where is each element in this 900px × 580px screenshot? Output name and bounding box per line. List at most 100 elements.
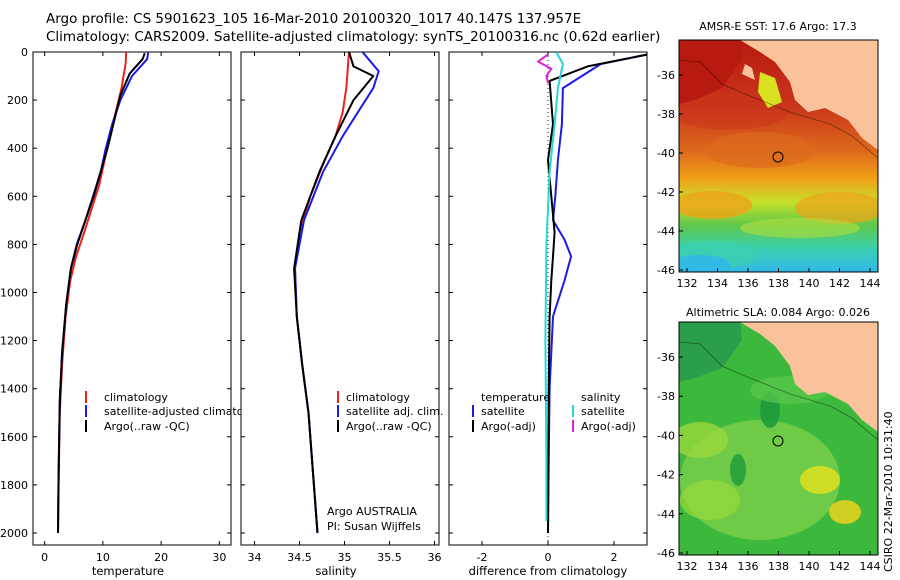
salinity-ticks: 34 34.5 35 35.5 36 [241,51,442,564]
sst-map: AMSR-E SST: 17.6 Argo: 17.3 132 134 136 138… [657,20,880,290]
sla-map-lat-label: -46 [657,547,675,560]
depth-tick-label: 1000 [0,286,28,299]
sla-map-lon-label: 144 [860,560,881,573]
difference-legend: temperature satellite Argo(-adj) salinit… [472,391,636,433]
sst-warm-gulf [758,72,782,108]
temperature-xtick-label: 0 [41,551,48,564]
depth-tick-label: 1400 [0,383,28,396]
salinity-legend: climatology satellite adj. clim. Argo(..… [337,391,443,433]
legend-header-salinity: salinity [581,391,621,404]
temperature-panel: 0 10 20 30 0 200 400 600 800 1000 1200 1400 1600 1800… [0,46,267,578]
sla-land [740,322,878,432]
temperature-ticks: 0 10 20 30 0 200 400 600 800 1000 1200 1400 1600 1800… [0,46,231,564]
sst-map-lon-label: 134 [707,277,728,290]
depth-tick-label: 200 [7,94,28,107]
sla-map-lat-label: -42 [657,469,675,482]
salinity-panel: 34 34.5 35 35.5 36 salinity climatology sate… [240,51,443,578]
depth-tick-label: 800 [7,238,28,251]
temperature-xtick-label: 30 [212,551,226,564]
series-line-salinity-argo-adj- [537,53,553,84]
sst-map-lat-label: -46 [657,264,675,277]
sst-map-lon-label: 132 [677,277,698,290]
sst-map-lat-label: -40 [657,147,675,160]
sla-map-lat-label: -36 [657,351,675,364]
sla-map-lon-label: 138 [768,560,789,573]
sst-land [740,40,878,150]
salinity-xtick-label: 34.5 [287,551,312,564]
temperature-legend: climatology satellite-adjusted climatolo… [85,391,267,433]
salinity-xtick-label: 35.5 [377,551,402,564]
salinity-xlabel: salinity [315,564,356,578]
sst-map-lon-label: 138 [768,277,789,290]
header-line-2: Climatology: CARS2009. Satellite-adjuste… [46,29,661,45]
sla-map-lon-label: 134 [707,560,728,573]
sst-map-lat-label: -42 [657,186,675,199]
header-line-1: Argo profile: CS 5901623_105 16-Mar-2010… [46,11,582,27]
depth-tick-label: 1600 [0,431,28,444]
salinity-xtick-label: 35 [338,551,352,564]
sla-map-title: Altimetric SLA: 0.084 Argo: 0.026 [686,306,870,319]
depth-tick-label: 1800 [0,479,28,492]
temperature-axes-frame [32,51,232,546]
sla-map-lon-label: 142 [829,560,850,573]
sla-map-lon-label: 136 [738,560,759,573]
depth-tick-label: 2000 [0,527,28,540]
sla-map-field [679,322,878,555]
series-line-temperature-satellite [547,53,647,534]
difference-xtick-label: 2 [611,551,618,564]
salinity-annotation-line-1: Argo AUSTRALIA [327,505,417,518]
sla-map-lat-label: -38 [657,390,675,403]
sst-map-title: AMSR-E SST: 17.6 Argo: 17.3 [699,20,857,33]
sst-map-field [679,40,878,272]
sla-map-ticks: 132 134 136 138 140 142 144 -36 -38 -40 -42 -44 -46 [657,351,880,573]
temperature-xtick-label: 20 [154,551,168,564]
series-line-temperature-argo-adj- [547,53,647,534]
difference-ticks: -2 0 2 [449,51,647,564]
salinity-lines [293,52,380,534]
legend-label-sal-argo: Argo(-adj) [581,420,636,433]
sst-map-lat-label: -36 [657,69,675,82]
series-line-salinity-satellite [544,52,564,521]
sla-argo-marker [772,435,784,447]
difference-panel: -2 0 2 difference from climatology tempera… [448,51,648,578]
sst-argo-marker [772,151,784,163]
salinity-xtick-label: 34 [248,551,262,564]
sst-map-lon-label: 140 [799,277,820,290]
salinity-axes-frame [240,51,440,546]
series-line-argo-raw-qc- [293,52,375,534]
depth-tick-label: 1200 [0,335,28,348]
depth-tick-label: 600 [7,190,28,203]
sst-map-lat-label: -38 [657,108,675,121]
sla-map-lon-label: 140 [799,560,820,573]
temperature-xlabel: temperature [92,564,164,578]
depth-tick-label: 0 [21,46,28,59]
salinity-xtick-label: 36 [428,551,442,564]
sst-map-lon-label: 142 [829,277,850,290]
sla-map-lon-label: 132 [677,560,698,573]
depth-tick-label: 400 [7,142,28,155]
legend-label-climatology: climatology [104,391,168,404]
difference-xtick-label: 0 [545,551,552,564]
credit-stamp: CSIRO 22-Mar-2010 10:31:40 [882,411,895,572]
sst-map-lat-label: -44 [657,225,675,238]
sla-map: Altimetric SLA: 0.084 Argo: 0.026 132 134… [657,306,880,573]
sst-map-lon-label: 136 [738,277,759,290]
legend-label-temp-satellite: satellite [481,405,525,418]
legend-label-sal-satellite: satellite [581,405,625,418]
difference-xlabel: difference from climatology [469,564,628,578]
legend-label-argo: Argo(..raw -QC) [346,420,432,433]
legend-label-satellite: satellite-adjusted climatology [104,405,267,418]
difference-lines [537,52,647,534]
sst-map-ticks: 132 134 136 138 140 142 144 -36 -38 -40 -42 -44 -46 [657,69,880,290]
legend-label-climatology: climatology [346,391,410,404]
difference-xtick-label: -2 [477,551,488,564]
salinity-annotation-line-2: PI: Susan Wijffels [327,520,421,533]
legend-label-temp-argo: Argo(-adj) [481,420,536,433]
temperature-lines [57,52,150,534]
legend-label-satellite: satellite adj. clim. [346,405,443,418]
sla-map-lat-label: -44 [657,508,675,521]
series-line-argo-raw-qc- [57,52,146,534]
sla-map-lat-label: -40 [657,429,675,442]
sst-map-lon-label: 144 [860,277,881,290]
